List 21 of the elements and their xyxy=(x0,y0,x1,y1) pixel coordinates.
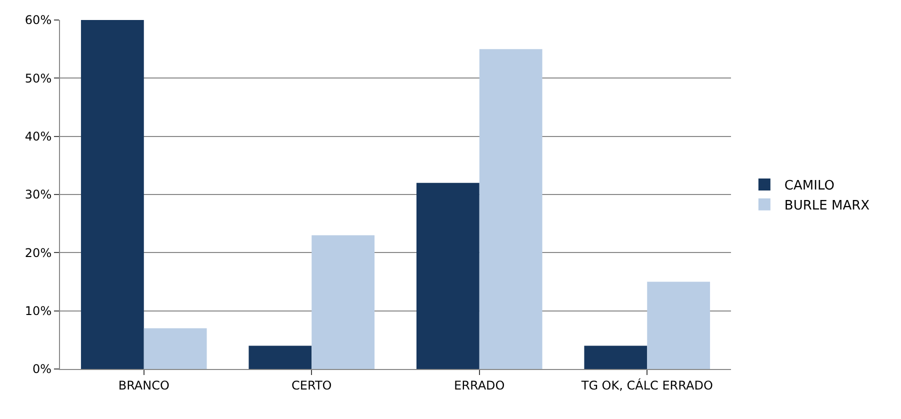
bar xyxy=(647,282,710,369)
y-tick-label: 10% xyxy=(24,304,52,318)
x-tick-label: BRANCO xyxy=(118,378,170,392)
bar xyxy=(248,346,312,369)
y-tick-label: 40% xyxy=(24,130,52,144)
x-tick-label: ERRADO xyxy=(454,378,505,392)
bar xyxy=(80,20,144,369)
x-tick-label: CERTO xyxy=(292,378,332,392)
bar xyxy=(416,182,480,369)
y-tick-label: 30% xyxy=(24,188,52,202)
y-tick-label: 60% xyxy=(24,13,52,28)
bar xyxy=(312,235,375,369)
y-tick-label: 20% xyxy=(24,246,52,260)
bar xyxy=(144,328,207,369)
bar xyxy=(479,49,542,369)
legend-label: BURLE MARX xyxy=(784,198,870,214)
y-tick-label: 50% xyxy=(24,71,52,86)
x-tick-label: TG OK, CÁLC ERRADO xyxy=(580,377,713,392)
legend-label: CAMILO xyxy=(784,178,834,194)
y-tick-label: 0% xyxy=(32,362,52,376)
bar xyxy=(584,346,648,369)
